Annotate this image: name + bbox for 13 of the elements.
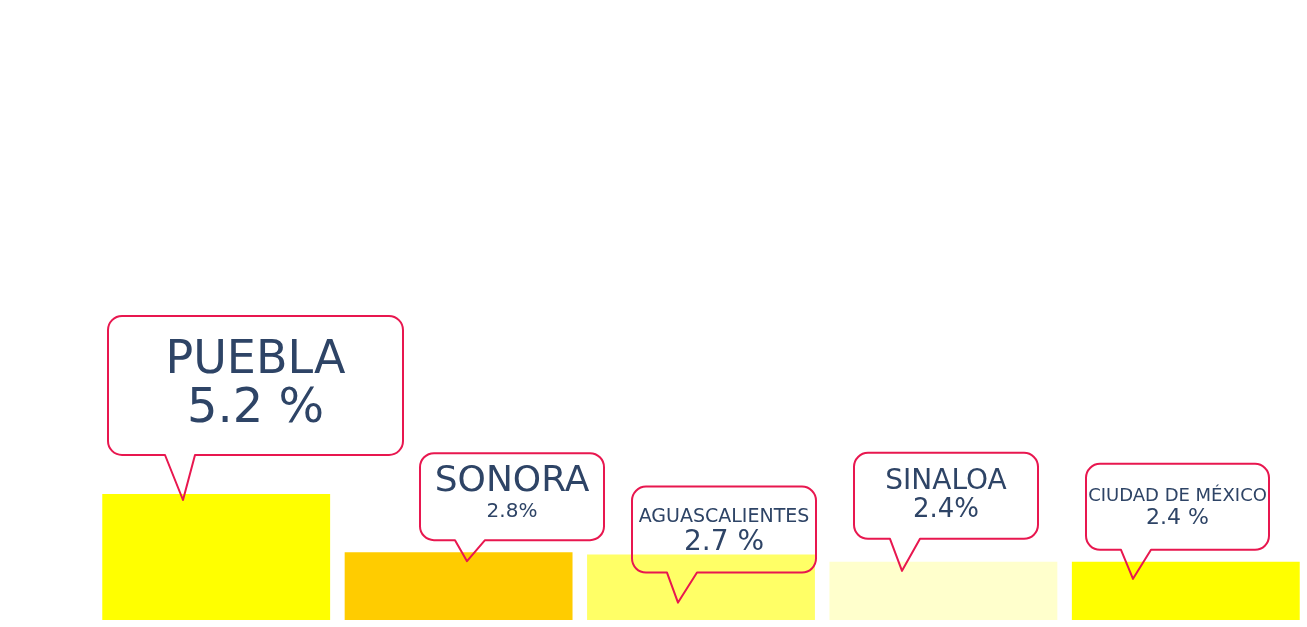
bar bbox=[344, 552, 573, 620]
data-label: 2.7 % bbox=[683, 523, 765, 557]
bar bbox=[829, 561, 1058, 620]
bar bbox=[102, 494, 331, 620]
data-label: 2.4 % bbox=[1146, 503, 1209, 529]
x-tick-label: SONORA bbox=[434, 458, 590, 500]
x-tick-label: SINALOA bbox=[885, 462, 1007, 496]
data-label: 2.8% bbox=[486, 497, 538, 522]
data-label: 2.4% bbox=[912, 493, 980, 524]
x-tick-label: CIUDAD DE MÉXICO bbox=[1088, 483, 1267, 505]
bar bbox=[1071, 561, 1300, 620]
bar bbox=[587, 554, 815, 620]
x-tick-label: AGUASCALIENTES bbox=[638, 503, 810, 526]
